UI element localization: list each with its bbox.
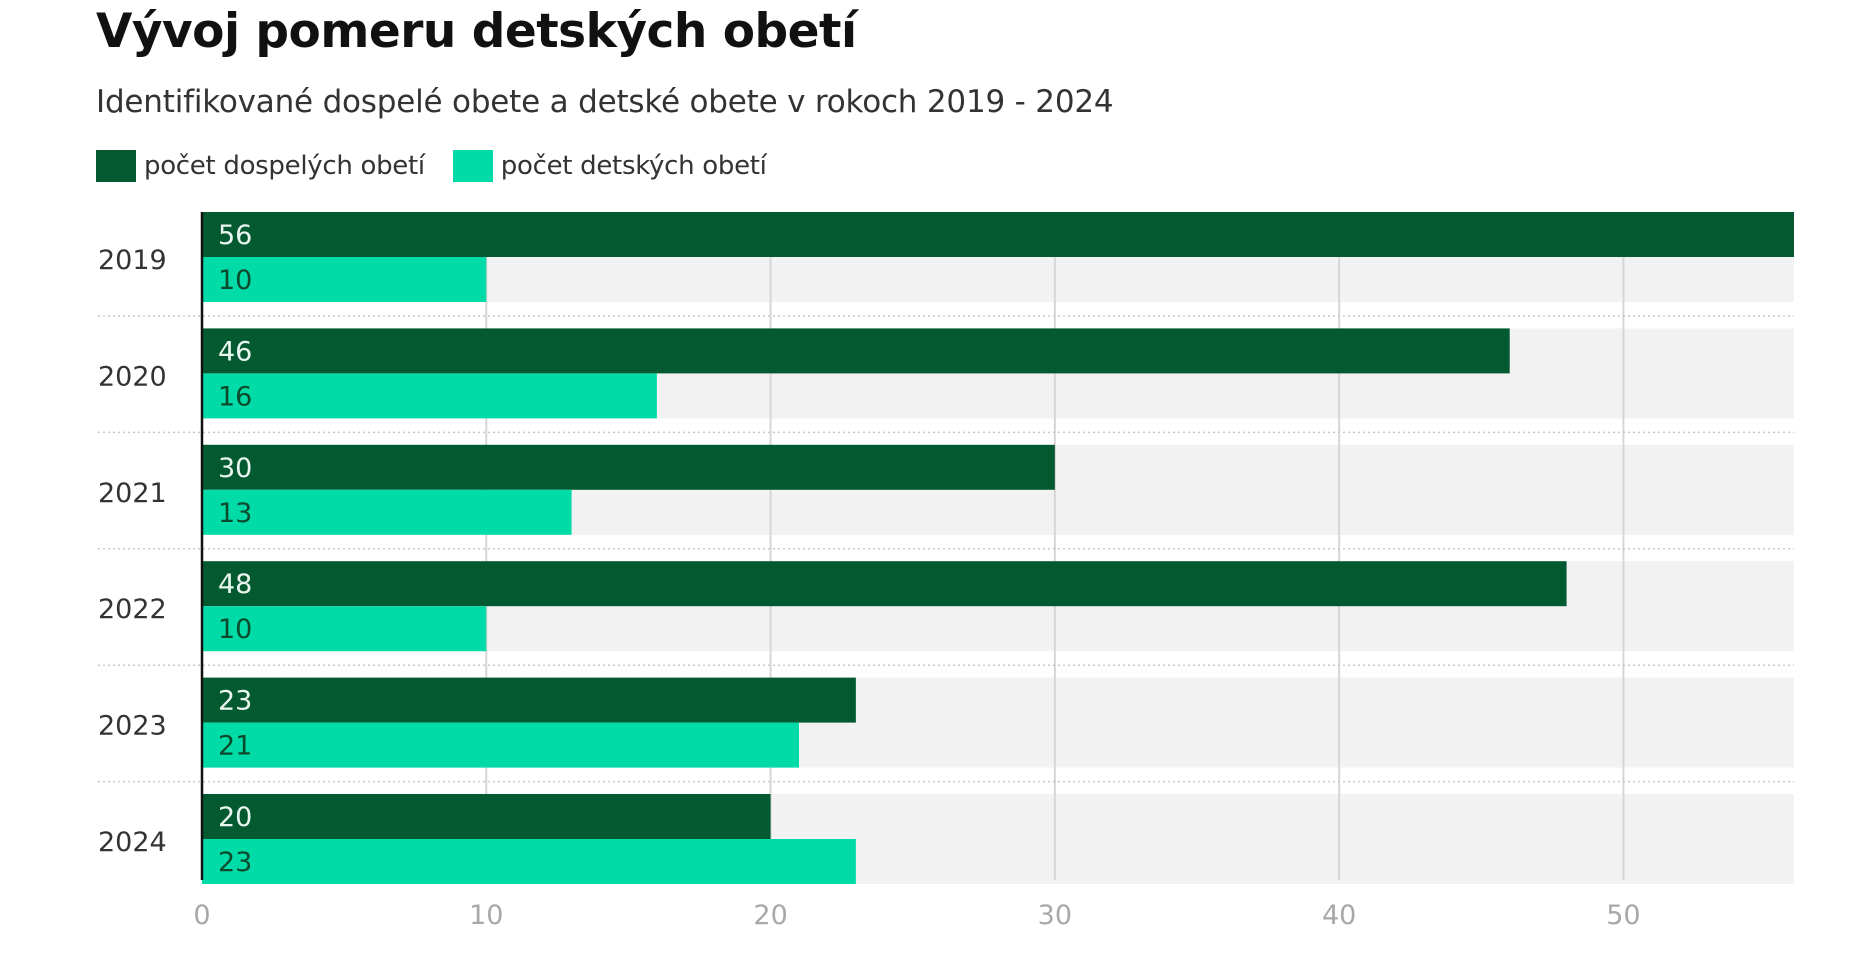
bar-adults (202, 561, 1567, 607)
chart-title: Vývoj pomeru detských obetí (96, 4, 857, 59)
bar-children (202, 606, 487, 652)
value-label: 13 (218, 498, 252, 529)
bars (202, 212, 1794, 884)
value-label: 46 (218, 336, 252, 367)
bar-adults (202, 328, 1510, 374)
bar-children (202, 257, 487, 302)
chart-subtitle: Identifikované dospelé obete a detské ob… (96, 84, 1114, 120)
legend-swatch-adults (96, 150, 136, 182)
category-label: 2023 (98, 711, 167, 742)
row-backgrounds (202, 212, 1794, 884)
legend-item-children: počet detských obetí (452, 150, 767, 182)
value-label: 48 (218, 569, 252, 600)
category-label: 2020 (98, 361, 167, 392)
bar-adults (202, 794, 771, 839)
value-label: 23 (218, 847, 252, 878)
legend-label-children: počet detských obetí (500, 151, 767, 181)
value-label: 10 (218, 614, 252, 645)
value-label: 30 (218, 453, 252, 484)
legend: počet dospelých obetí počet detských obe… (96, 148, 795, 184)
legend-item-adults: počet dospelých obetí (96, 150, 425, 182)
x-tick-label: 10 (469, 900, 503, 931)
value-label: 23 (218, 686, 252, 717)
bar-children (202, 722, 799, 768)
bar-adults (202, 677, 856, 723)
x-tick-label: 50 (1606, 900, 1640, 931)
category-labels: 2019 2020 2021 2022 2023 2024 (98, 245, 167, 858)
x-tick-label: 20 (753, 900, 787, 931)
category-label: 2024 (98, 827, 167, 858)
category-label: 2019 (98, 245, 167, 276)
bar-children (202, 489, 572, 535)
category-label: 2022 (98, 594, 167, 625)
x-axis-ticks: 0 10 20 30 40 50 (193, 900, 1640, 931)
legend-label-adults: počet dospelých obetí (144, 151, 425, 181)
bar-children (202, 373, 657, 419)
value-label: 56 (218, 220, 252, 251)
value-labels: 56 10 46 16 30 13 48 10 23 21 20 23 (218, 220, 252, 878)
bar-children (202, 839, 856, 884)
bar-adults (202, 444, 1055, 490)
bar-adults (202, 212, 1794, 257)
value-label: 20 (218, 802, 252, 833)
x-tick-label: 0 (193, 900, 210, 931)
x-tick-label: 30 (1038, 900, 1072, 931)
value-label: 16 (218, 381, 252, 412)
legend-swatch-children (452, 150, 493, 182)
value-label: 21 (218, 731, 252, 762)
value-label: 10 (218, 265, 252, 296)
x-tick-label: 40 (1322, 900, 1356, 931)
category-label: 2021 (98, 478, 167, 509)
